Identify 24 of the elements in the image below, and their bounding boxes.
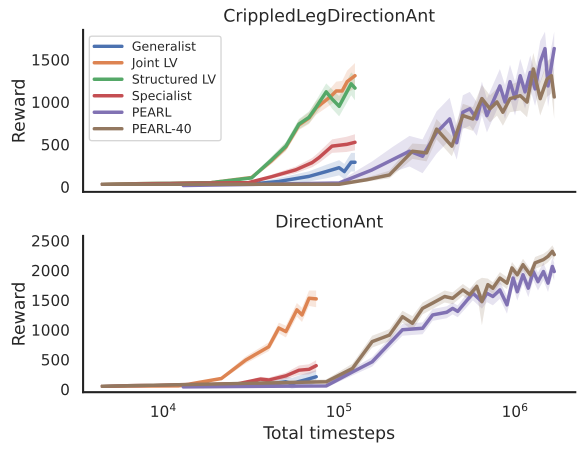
chart-title: CrippledLegDirectionAnt [224, 8, 435, 26]
legend-label: PEARL [133, 107, 172, 117]
y-tick-label: 1500 [32, 294, 69, 306]
y-tick-label: 2500 [32, 235, 69, 247]
y-tick-label: 0 [61, 384, 69, 396]
legend-label: Joint LV [131, 58, 178, 70]
x-tick-label: 10$^{4}$ [152, 403, 176, 418]
y-tick-label: 1000 [32, 324, 69, 336]
legend-label: Structured LV [132, 74, 216, 84]
y-tick-label: 1500 [32, 54, 69, 66]
x-tick-label: 10$^{5}$ [327, 403, 352, 418]
chart-title: DirectionAnt [276, 214, 383, 228]
y-tick-label: 2000 [32, 264, 69, 276]
x-tick-label: 10$^{6}$ [503, 403, 528, 418]
y-tick-label: 500 [42, 354, 69, 366]
y-tick-label: 500 [42, 138, 69, 150]
legend-label: Generalist [132, 41, 196, 51]
legend-label: PEARL-40 [133, 124, 191, 134]
y-axis-title: Reward [11, 80, 25, 142]
y-axis-title: Reward [11, 283, 25, 345]
legend-label: Specialist [132, 90, 192, 103]
y-tick-label: 0 [61, 181, 69, 193]
x-axis-title: Total timesteps [263, 426, 394, 443]
y-tick-label: 1000 [32, 96, 69, 108]
